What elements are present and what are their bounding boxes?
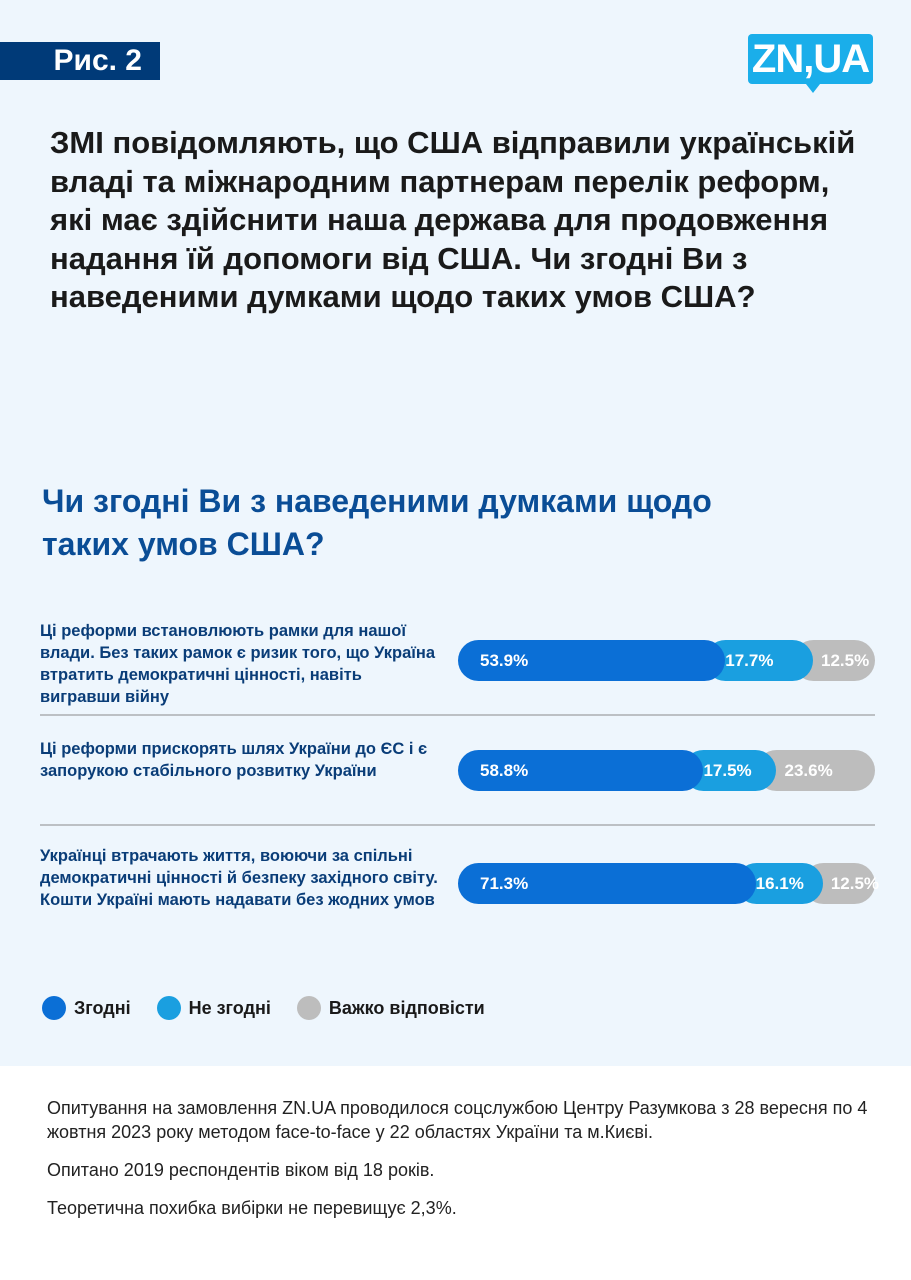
stacked-bar: 58.8% 17.5% 23.6% <box>458 750 875 791</box>
bar-segment-agree: 58.8% <box>458 750 704 791</box>
legend-item-hard-to-say: Важко відповісти <box>296 996 485 1020</box>
footer-text: Теоретична похибка вибірки не перевищує … <box>47 1198 457 1218</box>
category-label: Українці втрачають життя, воюючи за спіл… <box>40 847 438 909</box>
category-label: Ці реформи встановлюють рамки для нашої … <box>40 622 436 706</box>
figure-label: Рис. 2 <box>0 42 160 80</box>
zn-ua-logo: ZN,UA <box>748 34 873 93</box>
legend-dot-icon <box>156 996 181 1020</box>
bar-segment-agree: 53.9% <box>458 640 726 681</box>
stacked-bar: 53.9% 17.7% 12.5% <box>458 640 875 681</box>
footer-text: Опитано 2019 респондентів віком від 18 р… <box>47 1160 435 1180</box>
stacked-bar: 71.3% 16.1% 12.5% <box>458 863 879 904</box>
category-label: Ці реформи прискорять шлях України до ЄС… <box>40 740 428 780</box>
bar-segment-hard-to-say: 23.6% <box>756 750 875 791</box>
question-text: ЗМІ повідомляють, що США відправили укра… <box>50 125 856 314</box>
legend: Згодні Не згодні Важко відповісти <box>42 996 511 1020</box>
chart-title: Чи згодні Ви з наведеними думками щодо т… <box>42 483 712 562</box>
methodology-note: Опитування на замовлення ZN.UA проводило… <box>47 1096 877 1234</box>
legend-label: Не згодні <box>188 997 271 1018</box>
legend-item-agree: Згодні <box>42 996 131 1020</box>
bar-segment-agree: 71.3% <box>458 863 756 904</box>
legend-dot-icon <box>296 996 321 1020</box>
legend-label: Згодні <box>74 997 131 1018</box>
row-divider <box>40 714 875 716</box>
legend-item-disagree: Не згодні <box>156 996 271 1020</box>
footer-text: Опитування на замовлення ZN.UA проводило… <box>47 1098 868 1142</box>
row-divider <box>40 824 875 826</box>
legend-label: Важко відповісти <box>328 997 485 1018</box>
legend-dot-icon <box>42 996 66 1020</box>
